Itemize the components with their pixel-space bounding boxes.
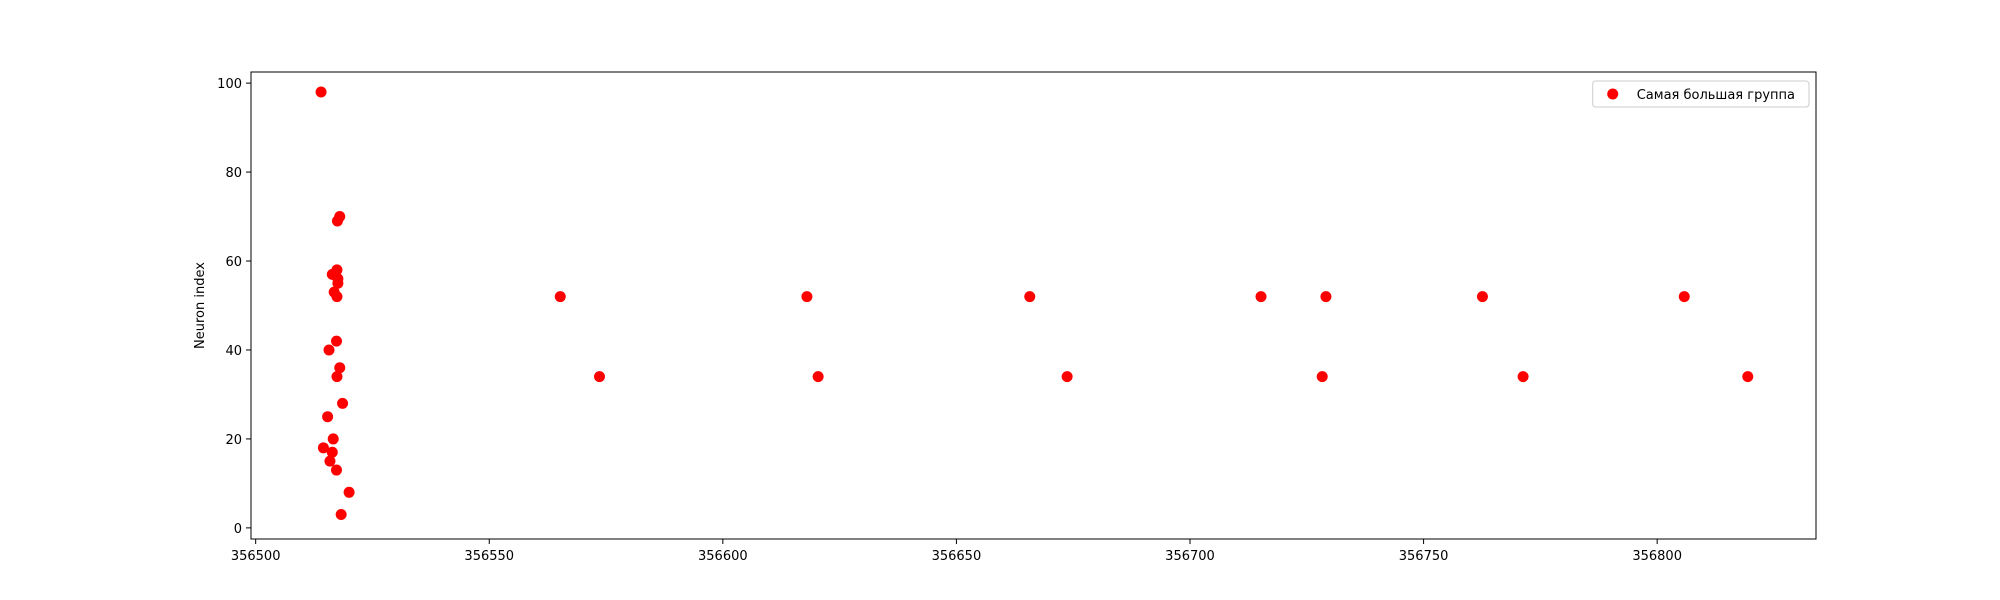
scatter-point <box>315 86 327 98</box>
scatter-point <box>330 464 342 476</box>
legend: Самая большая группа <box>1592 80 1810 108</box>
scatter-point <box>1024 291 1036 303</box>
legend-marker <box>1607 88 1619 100</box>
scatter-point <box>332 277 344 289</box>
scatter-point <box>801 291 813 303</box>
y-tick-label: 40 <box>225 344 242 359</box>
x-tick-label: 356550 <box>464 549 514 564</box>
x-tick-label: 356800 <box>1632 549 1682 564</box>
legend-entry-label: Самая большая группа <box>1637 88 1795 103</box>
scatter-point <box>594 371 605 383</box>
scatter-point <box>330 335 342 347</box>
scatter-point <box>335 509 347 521</box>
data-points <box>315 86 1754 521</box>
x-tick-label: 356600 <box>698 549 748 564</box>
y-tick-label: 0 <box>234 522 242 537</box>
scatter-point <box>1517 371 1529 383</box>
scatter-point <box>1320 291 1332 303</box>
scatter-point <box>1255 291 1267 303</box>
scatter-point <box>331 291 343 303</box>
y-tick-label: 60 <box>225 255 242 270</box>
scatter-point <box>331 215 343 227</box>
scatter-point <box>334 362 346 374</box>
y-tick-label: 100 <box>217 77 242 92</box>
scatter-point <box>317 442 329 454</box>
scatter-point <box>324 455 336 467</box>
x-tick-label: 356750 <box>1399 549 1449 564</box>
x-tick-label: 356500 <box>231 549 281 564</box>
scatter-point <box>1742 371 1754 383</box>
x-tick-label: 356700 <box>1165 549 1215 564</box>
y-tick-label: 20 <box>225 433 242 448</box>
scatter-point <box>343 486 355 498</box>
scatter-point <box>331 371 343 383</box>
scatter-point <box>327 433 339 445</box>
y-tick-label: 80 <box>225 166 242 181</box>
y-axis-label: Neuron index <box>193 262 208 349</box>
scatter-point <box>323 344 335 356</box>
scatter-point <box>326 446 338 458</box>
legend-box <box>1592 80 1810 108</box>
scatter-point <box>1476 291 1488 303</box>
scatter-point <box>322 411 334 423</box>
y-axis: 0 20 40 60 80 100 <box>217 77 251 537</box>
scatter-point <box>554 291 566 303</box>
x-tick-label: 356650 <box>932 549 982 564</box>
scatter-point <box>812 371 824 383</box>
scatter-point <box>1061 371 1073 383</box>
scatter-point <box>1678 291 1690 303</box>
plot-area-frame <box>250 71 1817 540</box>
x-axis: 356500 356550 356600 356650 356700 356750 3568… <box>231 539 1682 564</box>
scatter-point <box>1316 371 1328 383</box>
scatter-point <box>337 397 349 409</box>
